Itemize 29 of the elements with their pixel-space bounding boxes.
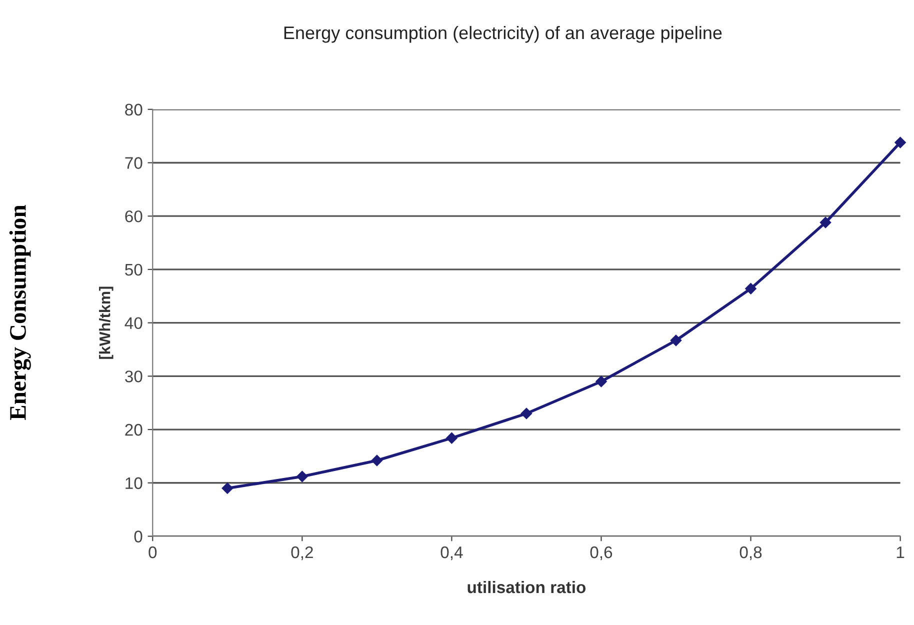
x-tick-label: 0,8 (740, 546, 762, 560)
y-tick-label: 80 (125, 104, 142, 116)
y-tick-label: 40 (124, 317, 142, 330)
x-tick-label: 0,6 (590, 546, 612, 560)
y-tick-label: 30 (125, 370, 142, 382)
point (520, 408, 532, 420)
y-tick-label: 10 (126, 477, 142, 490)
point (745, 283, 756, 294)
x-tick-label: 0 (148, 546, 157, 558)
y-tick-label: 70 (125, 157, 142, 169)
point (446, 432, 458, 444)
point (820, 216, 832, 228)
x-tick-label: 1 (896, 546, 904, 558)
point (296, 470, 308, 482)
point (596, 376, 607, 388)
x-tick-label: 0,4 (440, 546, 463, 560)
point (222, 482, 234, 494)
y-tick-label: 20 (125, 424, 142, 436)
text: Energy Consumption (9, 204, 31, 420)
point (371, 454, 383, 466)
x-tick-label: 0,2 (291, 546, 313, 560)
y-tick-label: 50 (125, 264, 142, 276)
x-axis-title: utilisation ratio (468, 580, 586, 594)
y-tick-label: 60 (125, 210, 142, 222)
point (670, 334, 682, 346)
y-tick-label: 0 (134, 530, 142, 542)
chart-title: Energy consumption (electricity) of an average pipeline (284, 26, 722, 43)
point (894, 136, 906, 148)
y-axis-title: [kWh/tkm] (99, 286, 114, 359)
